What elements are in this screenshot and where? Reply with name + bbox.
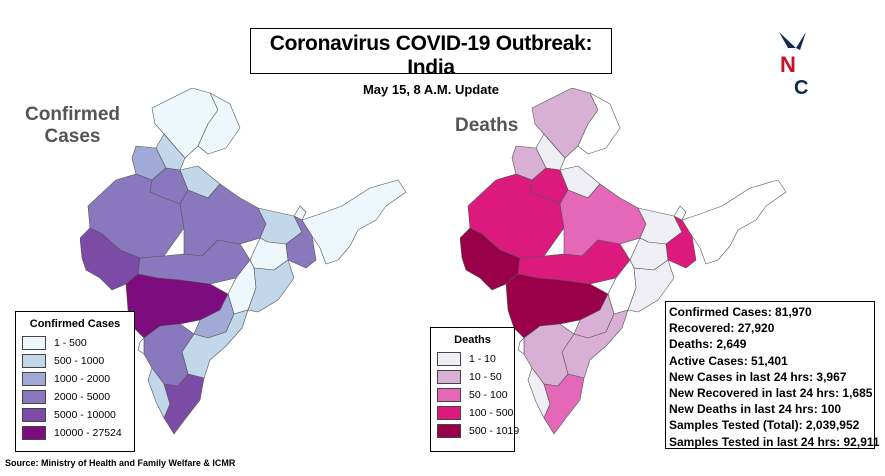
region-northeast: [681, 179, 787, 265]
stat-samples-total: Samples Tested (Total): 2,039,952: [669, 418, 860, 433]
region-odisha: [247, 259, 295, 313]
svg-text:N: N: [780, 52, 796, 77]
legend-swatch: [437, 405, 461, 420]
legend-label: 100 - 500: [469, 406, 514, 419]
legend-swatch: [437, 369, 461, 384]
page-title: Coronavirus COVID-19 Outbreak: India: [269, 32, 593, 79]
region-odisha: [627, 259, 675, 313]
legend-label: 2000 - 5000: [54, 390, 111, 403]
legend-swatch: [22, 335, 46, 350]
confirmed-cases-map: [80, 88, 407, 435]
legend-label: 1 - 500: [54, 336, 87, 349]
legend-item: 50 - 100: [437, 386, 508, 403]
stat-confirmed-cases: Confirmed Cases: 81,970: [669, 305, 812, 319]
region-tamil-nadu: [543, 373, 585, 435]
svg-text:C: C: [794, 77, 808, 99]
source-note: Source: Ministry of Health and Family We…: [5, 458, 236, 468]
region-northeast: [301, 179, 407, 265]
deaths-legend: Deaths 1 - 10 10 - 50 50 - 100 100 - 500…: [430, 327, 519, 452]
page-subtitle: May 15, 8 A.M. Update: [362, 82, 500, 97]
legend-title: Confirmed Cases: [29, 318, 121, 330]
legend-item: 5000 - 10000: [22, 406, 128, 423]
legend-item: 10 - 50: [437, 368, 508, 385]
region-ladakh: [197, 92, 241, 155]
confirmed-legend: Confirmed Cases 1 - 500 500 - 1000 1000 …: [15, 311, 135, 452]
stat-recovered: Recovered: 27,920: [669, 321, 775, 336]
stat-new-cases: New Cases in last 24 hrs: 3,967: [669, 369, 847, 384]
region-tamil-nadu: [163, 373, 205, 435]
region-goa: [517, 337, 525, 355]
legend-item: 10000 - 27524: [22, 424, 128, 441]
legend-label: 50 - 100: [469, 388, 508, 401]
title-box: Coronavirus COVID-19 Outbreak: India May…: [250, 28, 612, 97]
stats-box: Confirmed Cases: 81,970 Recovered: 27,92…: [665, 301, 880, 449]
stat-new-recovered: New Recovered in last 24 hrs: 1,685: [669, 386, 873, 401]
legend-item: 1 - 10: [437, 350, 508, 367]
legend-swatch: [437, 387, 461, 402]
legend-label: 10 - 50: [469, 370, 502, 383]
legend-swatch: [22, 407, 46, 422]
legend-item: 100 - 500: [437, 404, 513, 421]
legend-label: 10000 - 27524: [54, 426, 122, 439]
legend-label: 1 - 10: [469, 352, 496, 365]
legend-swatch: [22, 389, 46, 404]
region-sikkim: [673, 205, 687, 221]
legend-label: 500 - 1019: [469, 424, 520, 437]
legend-swatch: [22, 371, 46, 386]
deaths-map-label: Deaths: [455, 115, 519, 136]
stat-samples-24h: Samples Tested in last 24 hrs: 92,911: [669, 434, 880, 449]
confirmed-map-label: Confirmed Cases: [25, 104, 120, 147]
legend-swatch: [22, 353, 46, 368]
legend-item: 1 - 500: [22, 334, 128, 351]
legend-item: 1000 - 2000: [22, 370, 128, 387]
region-uttar-pradesh: [179, 183, 267, 257]
stat-deaths: Deaths: 2,649: [669, 337, 747, 352]
legend-label: 500 - 1000: [54, 354, 105, 367]
region-sikkim: [293, 205, 307, 221]
legend-item: 500 - 1000: [22, 352, 128, 369]
stat-new-deaths: New Deaths in last 24 hrs: 100: [669, 402, 842, 417]
legend-label: 1000 - 2000: [54, 372, 111, 385]
deaths-map: [460, 88, 787, 435]
legend-item: 500 - 1019: [437, 422, 519, 439]
legend-swatch: [437, 351, 461, 366]
legend-label: 5000 - 10000: [54, 408, 116, 421]
region-goa: [137, 337, 145, 355]
legend-swatch: [437, 423, 461, 438]
legend-item: 2000 - 5000: [22, 388, 128, 405]
region-ladakh: [577, 92, 621, 155]
region-uttar-pradesh: [559, 183, 647, 257]
nc-logo: N C: [779, 32, 808, 99]
legend-swatch: [22, 425, 46, 440]
stat-active-cases: Active Cases: 51,401: [669, 353, 788, 368]
legend-title: Deaths: [454, 334, 491, 346]
